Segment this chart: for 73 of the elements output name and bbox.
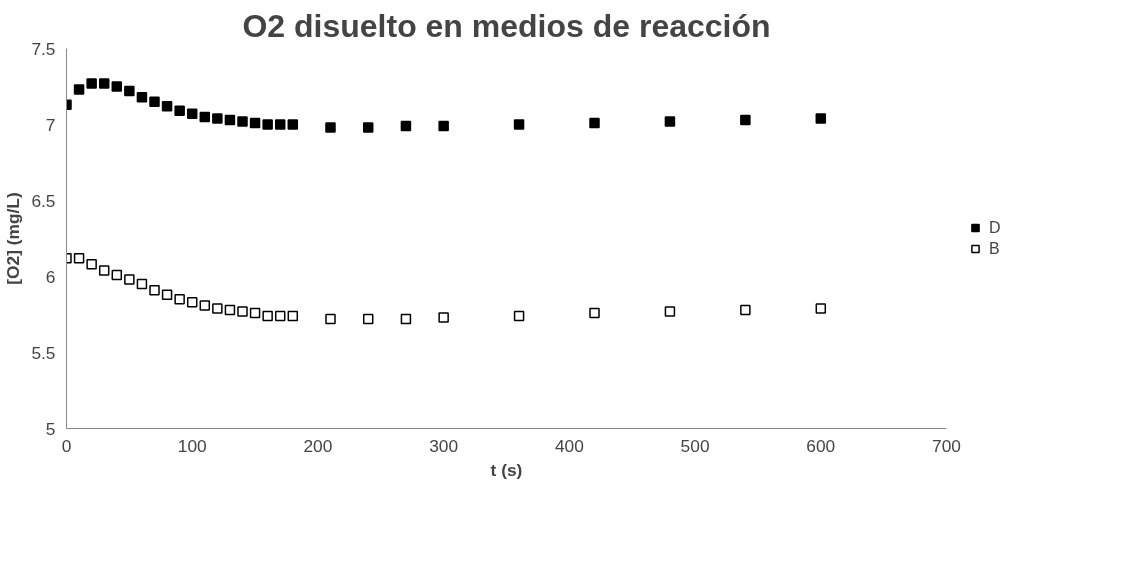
point [174,294,185,305]
point [136,91,148,103]
point [98,78,110,89]
point [186,297,198,308]
point [212,303,223,314]
point [287,310,299,322]
point [589,117,600,129]
point [86,259,97,270]
x-tick-label: 400 [554,435,584,456]
point [249,117,261,129]
y-tick-label: 6.5 [31,190,56,211]
point [589,307,600,319]
legend-label: D [989,218,1002,237]
x-tick-label: 600 [806,435,836,456]
x-axis-title: t (s) [490,459,523,480]
point [740,114,751,126]
point [86,78,97,89]
point [262,310,273,322]
point [199,300,211,311]
x-tick-label: 200 [303,435,333,456]
y-axis-title: [O2] (mg/L) [3,192,24,285]
point [249,307,261,319]
point [73,84,85,95]
point [400,313,412,325]
point [237,116,248,127]
point [664,116,676,127]
point [136,278,148,290]
point [224,114,236,126]
y-tick-label: 5.5 [31,342,56,363]
x-tick-label: 300 [429,435,459,456]
x-tick-label: 700 [932,435,961,456]
point [513,310,525,322]
point [111,81,123,92]
point [262,119,273,130]
point [274,119,286,130]
chart-title: O2 disuelto en medios de reacción [242,7,771,44]
point [400,120,412,132]
point [174,105,185,117]
y-tick-label: 7.5 [31,38,56,59]
point [124,85,135,97]
point [664,306,676,317]
point [362,122,374,133]
x-tick-label: 100 [177,435,207,456]
point [199,111,211,123]
point [740,304,751,316]
point [149,96,160,107]
y-tick-label: 5 [45,418,56,439]
point [513,119,525,130]
point [111,269,123,281]
point [149,284,160,296]
point [124,274,135,285]
point [438,120,449,132]
point [362,313,374,325]
x-tick-label: 500 [680,435,710,456]
point [212,113,223,124]
point [274,310,286,322]
point [287,119,299,130]
legend-label: B [989,239,1001,258]
point [98,265,110,276]
point [237,306,248,317]
point [73,253,85,264]
y-tick-label: 6 [45,266,56,287]
y-tick-label: 7 [45,114,56,135]
point [161,289,173,300]
point [325,122,336,133]
point [161,101,173,112]
point [224,304,236,316]
point [815,303,827,314]
point [815,113,827,124]
point [186,108,198,120]
point [325,313,336,325]
x-tick-label: 0 [61,435,72,456]
point [438,312,449,323]
